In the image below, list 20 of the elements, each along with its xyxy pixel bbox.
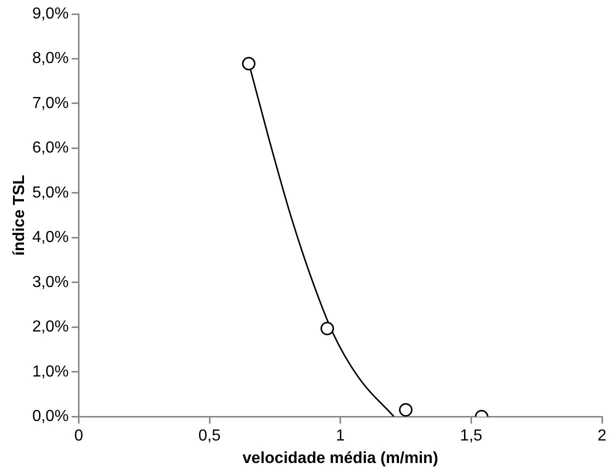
- y-axis-title: índice TSL: [11, 174, 28, 256]
- x-tick-label: 1,5: [460, 428, 482, 445]
- y-tick-label: 0,0%: [32, 408, 69, 426]
- x-tick-label: 1: [336, 428, 345, 445]
- y-tick-label: 7,0%: [32, 94, 69, 112]
- y-tick-label: 4,0%: [32, 229, 69, 246]
- y-tick-label: 1,0%: [32, 363, 69, 380]
- y-tick-label: 2,0%: [32, 318, 69, 336]
- point: [320, 322, 334, 336]
- x-tick-label: 0: [74, 428, 84, 445]
- y-tick-label: 8,0%: [32, 50, 69, 68]
- x-tick-label: 0,5: [198, 428, 221, 445]
- y-tick-label: 3,0%: [32, 274, 69, 291]
- y-tick-label: 5,0%: [32, 184, 69, 202]
- x-tick-label: 2: [598, 428, 607, 445]
- y-tick-label: 6,0%: [32, 140, 69, 157]
- point: [399, 403, 412, 417]
- point: [242, 56, 256, 70]
- x-axis-title: velocidade média (m/min): [242, 450, 438, 467]
- y-tick-label: 9,0%: [32, 5, 69, 22]
